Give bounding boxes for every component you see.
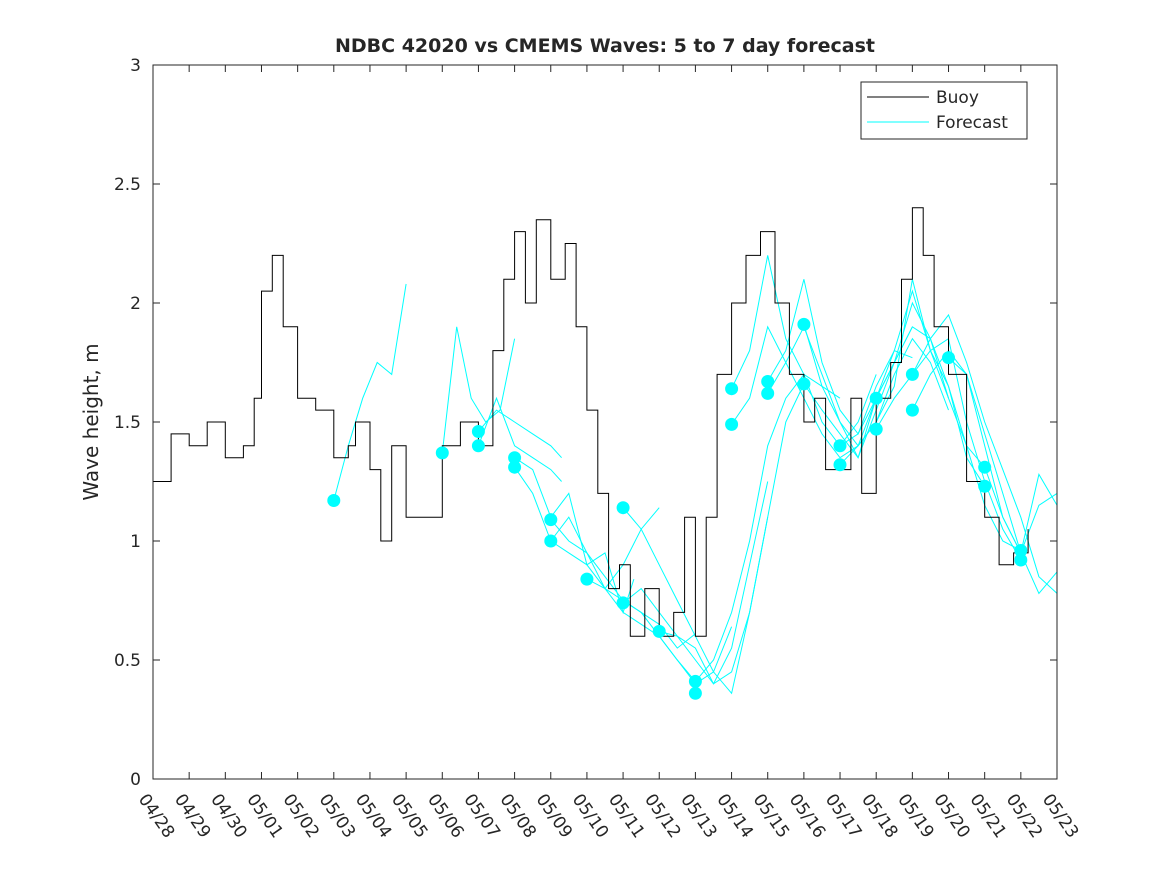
forecast-start-marker (580, 572, 594, 586)
forecast-start-marker (471, 425, 485, 438)
y-tick-label: 0.5 (114, 651, 141, 671)
forecast-start-marker (905, 367, 919, 381)
forecast-start-marker (1014, 544, 1028, 557)
legend-forecast-label: Forecast (936, 113, 1008, 133)
forecast-run-line (911, 313, 1058, 594)
forecast-start-marker (942, 351, 955, 365)
y-tick-label: 0 (130, 770, 141, 790)
forecast-start-marker (616, 596, 630, 610)
forecast-start-marker (435, 446, 449, 460)
legend-buoy-label: Buoy (936, 88, 979, 108)
plot-area (153, 65, 1057, 779)
y-axis: 0 0.5 1 1.5 2 2.5 3 (114, 56, 1057, 790)
forecast-start-marker (761, 386, 775, 400)
forecast-run-line (911, 349, 1058, 595)
forecast-start-marker (978, 460, 992, 474)
forecast-start-marker (327, 494, 341, 507)
forecast-markers (327, 317, 1028, 700)
forecast-start-marker (725, 382, 739, 396)
forecast-start-marker (616, 501, 630, 515)
forecast-run-line (695, 373, 841, 682)
forecast-run-line (839, 301, 986, 468)
y-axis-label: Wave height, m (79, 343, 103, 500)
forecast-run-line (333, 283, 407, 501)
y-tick-label: 3 (130, 56, 141, 76)
chart-title: NDBC 42020 vs CMEMS Waves: 5 to 7 day fo… (335, 35, 875, 57)
forecast-start-marker (652, 624, 666, 638)
forecast-start-marker (508, 460, 522, 474)
forecast-start-marker (688, 674, 702, 688)
forecast-start-marker (1014, 553, 1028, 567)
forecast-start-marker (797, 317, 811, 331)
forecast-start-marker (725, 417, 739, 431)
forecast-start-marker (471, 439, 485, 453)
forecast-start-marker (833, 458, 847, 472)
legend: Buoy Forecast (860, 81, 1028, 140)
forecast-start-marker (869, 391, 883, 405)
forecast-start-marker (761, 375, 775, 388)
forecast-start-marker (978, 479, 992, 493)
forecast-start-marker (905, 403, 919, 417)
y-tick-label: 2.5 (114, 175, 141, 195)
buoy-line (153, 207, 1029, 637)
forecast-start-marker (508, 451, 522, 465)
forecast-run-line (659, 383, 805, 685)
forecast-run-line (875, 326, 1022, 551)
forecast-start-marker (869, 422, 883, 436)
forecast-run-line (478, 409, 562, 459)
forecast-run-line (441, 326, 516, 453)
forecast-run-line (767, 279, 913, 435)
forecast-start-marker (797, 377, 811, 391)
forecast-start-marker (544, 513, 558, 527)
buoy-series (153, 207, 1029, 637)
legend-box (860, 81, 1028, 140)
forecast-start-marker (688, 686, 702, 700)
forecast-start-marker (833, 439, 847, 453)
forecast-run-line (622, 481, 769, 685)
forecast-start-marker (544, 534, 558, 548)
y-tick-label: 2 (130, 294, 141, 314)
forecast-run-line (477, 396, 562, 482)
y-tick-label: 1.5 (114, 413, 141, 433)
y-tick-label: 1 (130, 532, 141, 552)
